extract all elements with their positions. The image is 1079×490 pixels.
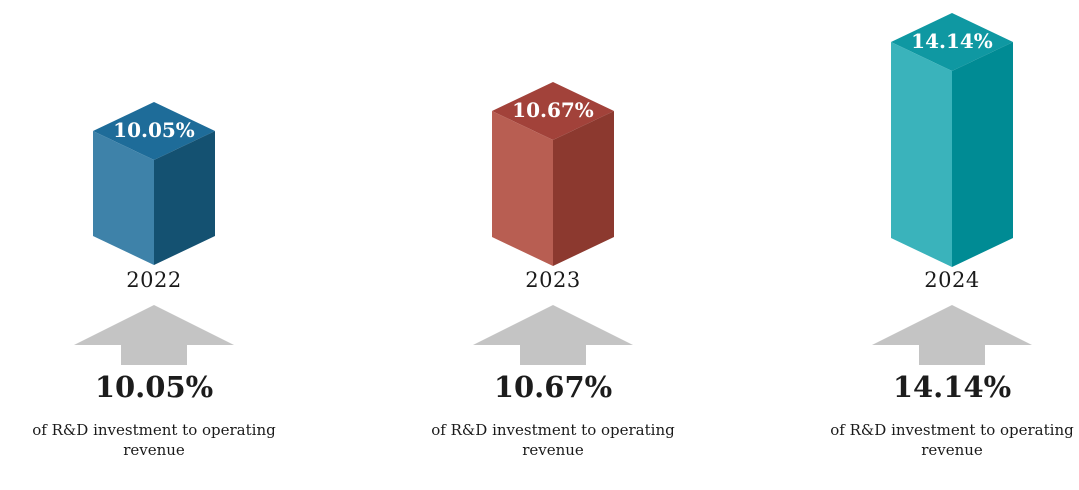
up-arrow-shape (872, 305, 1032, 365)
cube-right-face (952, 42, 1013, 267)
percentage-value: 10.67% (493, 370, 613, 404)
year-group-2022: 10.05% 2022 10.05% of R&D investment to … (24, 0, 284, 490)
bar-3d-2022: 10.05% (93, 102, 215, 265)
up-arrow-icon (872, 305, 1032, 365)
cube-left-face (891, 42, 952, 267)
caption-text: of R&D investment to operating revenue (423, 421, 683, 460)
year-group-2024: 14.14% 2024 14.14% of R&D investment to … (822, 0, 1079, 490)
caption-line-1: of R&D investment to operating (32, 421, 276, 439)
up-arrow-shape (473, 305, 633, 365)
cube-right-face (154, 131, 215, 265)
bar-3d-2023: 10.67% (492, 82, 614, 266)
year-label: 2024 (924, 268, 980, 292)
bar-3d-2024: 14.14% (891, 13, 1013, 267)
caption-line-1: of R&D investment to operating (431, 421, 675, 439)
year-label: 2023 (525, 268, 581, 292)
up-arrow-icon (74, 305, 234, 365)
up-arrow-shape (74, 305, 234, 365)
caption-text: of R&D investment to operating revenue (24, 421, 284, 460)
caption-text: of R&D investment to operating revenue (822, 421, 1079, 460)
cube-value-label: 10.05% (113, 118, 195, 142)
cube-value-label: 10.67% (512, 98, 594, 122)
cube-value-label: 14.14% (911, 29, 993, 53)
up-arrow-icon (473, 305, 633, 365)
caption-line-1: of R&D investment to operating (830, 421, 1074, 439)
caption-line-2: revenue (522, 440, 584, 459)
caption-line-2: revenue (921, 440, 983, 459)
cube-left-face (492, 111, 553, 266)
year-label: 2022 (126, 268, 182, 292)
year-group-2023: 10.67% 2023 10.67% of R&D investment to … (423, 0, 683, 490)
cube-left-face (93, 131, 154, 265)
cube-right-face (553, 111, 614, 266)
caption-line-2: revenue (123, 440, 185, 459)
percentage-value: 10.05% (94, 370, 214, 404)
percentage-value: 14.14% (892, 370, 1012, 404)
